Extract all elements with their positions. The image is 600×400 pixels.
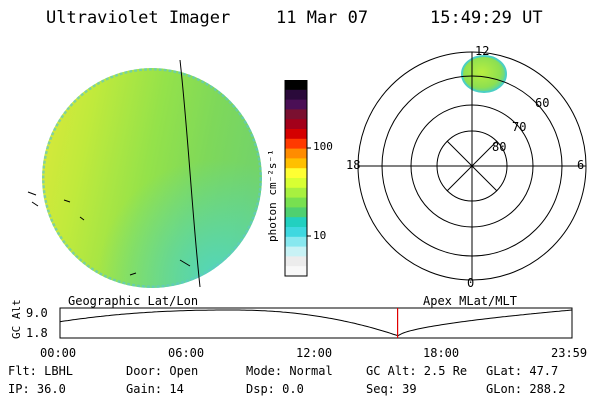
glat-info: GLat: 47.7 — [486, 364, 559, 378]
mlt-label-0: 0 — [467, 276, 475, 290]
altitude-strip-chart — [59, 307, 573, 339]
colorbar-swatch — [285, 207, 307, 218]
colorbar-swatch — [285, 236, 307, 248]
colorbar-swatch — [285, 178, 307, 189]
auroral-spot — [461, 55, 507, 93]
ip-info: IP: 36.0 — [8, 382, 66, 396]
colorbar-swatch — [285, 80, 307, 91]
colorbar-unit-label: photon cm⁻²s⁻¹ — [266, 149, 279, 242]
colorbar-swatch — [285, 266, 307, 277]
intensity-colorbar — [284, 80, 311, 277]
colorbar-swatch — [285, 246, 307, 257]
geographic-uv-image — [27, 59, 262, 288]
lat-label-70: 70 — [512, 120, 527, 134]
door-info: Door: Open — [126, 364, 199, 378]
colorbar-swatch — [285, 197, 307, 208]
colorbar-swatches — [285, 80, 307, 277]
gain-info: Gain: 14 — [126, 382, 184, 396]
colorbar-swatch — [285, 227, 307, 238]
strip-x-tick-1800: 18:00 — [423, 346, 460, 360]
terminator-line — [179, 59, 201, 288]
filter-info: Flt: LBHL — [8, 364, 74, 378]
polar-mlat-mlt-plot — [357, 51, 587, 281]
strip-x-tick-1200: 12:00 — [296, 346, 333, 360]
polar-diagonal-2 — [446, 140, 498, 192]
geographic-label: Geographic Lat/Lon — [68, 294, 199, 308]
strip-x-tick-0000: 00:00 — [40, 346, 77, 360]
colorbar-swatch — [285, 217, 307, 228]
strip-y-tick-bottom: 1.8 — [26, 326, 48, 340]
strip-frame — [59, 307, 573, 339]
colorbar-swatch — [285, 119, 307, 130]
colorbar-swatch — [285, 109, 307, 120]
apex-label: Apex MLat/MLT — [423, 294, 517, 308]
image-date: 11 Mar 07 — [276, 8, 369, 28]
mode-info: Mode: Normal — [246, 364, 333, 378]
globe-disk — [42, 68, 262, 288]
colorbar-swatch — [285, 129, 307, 140]
glon-info: GLon: 288.2 — [486, 382, 566, 396]
instrument-title: Ultraviolet Imager — [46, 8, 231, 28]
colorbar-swatch — [285, 138, 307, 150]
strip-x-tick-2359: 23:59 — [551, 346, 588, 360]
dsp-info: Dsp: 0.0 — [246, 382, 304, 396]
strip-x-tick-0600: 06:00 — [168, 346, 205, 360]
coastline-fragments — [27, 191, 191, 276]
strip-y-tick-top: 9.0 — [26, 306, 48, 320]
colorbar-swatch — [285, 158, 307, 169]
mlt-label-6: 6 — [577, 158, 585, 172]
mlt-label-12: 12 — [475, 44, 490, 58]
colorbar-tick-10: 10 — [313, 229, 327, 242]
seq-info: Seq: 39 — [366, 382, 417, 396]
strip-y-axis-title: GC Alt — [10, 299, 23, 339]
colorbar-swatch — [285, 89, 307, 101]
colorbar-swatch — [285, 148, 307, 159]
lat-label-80: 80 — [492, 140, 507, 154]
mlt-label-18: 18 — [346, 158, 361, 172]
colorbar-swatch — [285, 256, 307, 267]
gc-alt-info: GC Alt: 2.5 Re — [366, 364, 468, 378]
colorbar-tick-100: 100 — [313, 140, 333, 153]
colorbar-swatch — [285, 99, 307, 110]
lat-label-60: 60 — [535, 96, 550, 110]
colorbar-swatch — [285, 168, 307, 179]
image-time: 15:49:29 UT — [430, 8, 543, 28]
colorbar-swatch — [285, 187, 307, 199]
altitude-curve — [59, 309, 573, 337]
